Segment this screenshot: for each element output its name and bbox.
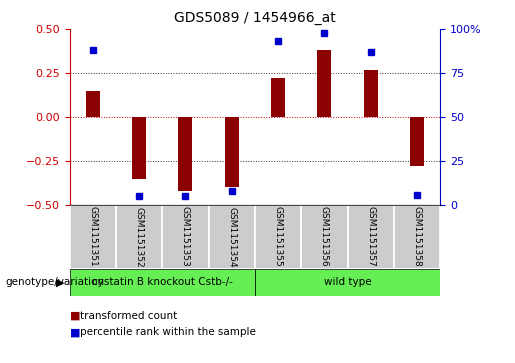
Text: GSM1151355: GSM1151355 xyxy=(273,207,283,267)
Bar xyxy=(348,205,394,269)
Bar xyxy=(225,117,239,188)
Bar xyxy=(394,205,440,269)
Text: GSM1151357: GSM1151357 xyxy=(366,207,375,267)
Bar xyxy=(410,117,424,166)
Bar xyxy=(85,91,100,117)
Bar xyxy=(70,269,255,296)
Bar xyxy=(116,205,162,269)
Bar xyxy=(317,50,331,117)
Bar xyxy=(364,70,377,117)
Text: GSM1151353: GSM1151353 xyxy=(181,207,190,267)
Bar xyxy=(162,205,209,269)
Bar xyxy=(178,117,192,191)
Text: GSM1151352: GSM1151352 xyxy=(134,207,144,267)
Text: ▶: ▶ xyxy=(56,277,64,287)
Text: transformed count: transformed count xyxy=(80,311,177,321)
Text: cystatin B knockout Cstb-/-: cystatin B knockout Cstb-/- xyxy=(92,277,233,287)
Bar xyxy=(255,205,301,269)
Text: GSM1151358: GSM1151358 xyxy=(413,207,422,267)
Bar xyxy=(271,78,285,117)
Bar xyxy=(255,269,440,296)
Text: GSM1151354: GSM1151354 xyxy=(227,207,236,267)
Bar xyxy=(301,205,348,269)
Bar xyxy=(209,205,255,269)
Text: GSM1151351: GSM1151351 xyxy=(88,207,97,267)
Bar xyxy=(132,117,146,179)
Title: GDS5089 / 1454966_at: GDS5089 / 1454966_at xyxy=(174,11,336,25)
Text: GSM1151356: GSM1151356 xyxy=(320,207,329,267)
Text: wild type: wild type xyxy=(324,277,371,287)
Text: ■: ■ xyxy=(70,311,80,321)
Bar xyxy=(70,205,116,269)
Text: genotype/variation: genotype/variation xyxy=(5,277,104,287)
Text: percentile rank within the sample: percentile rank within the sample xyxy=(80,327,256,337)
Text: ■: ■ xyxy=(70,327,80,337)
